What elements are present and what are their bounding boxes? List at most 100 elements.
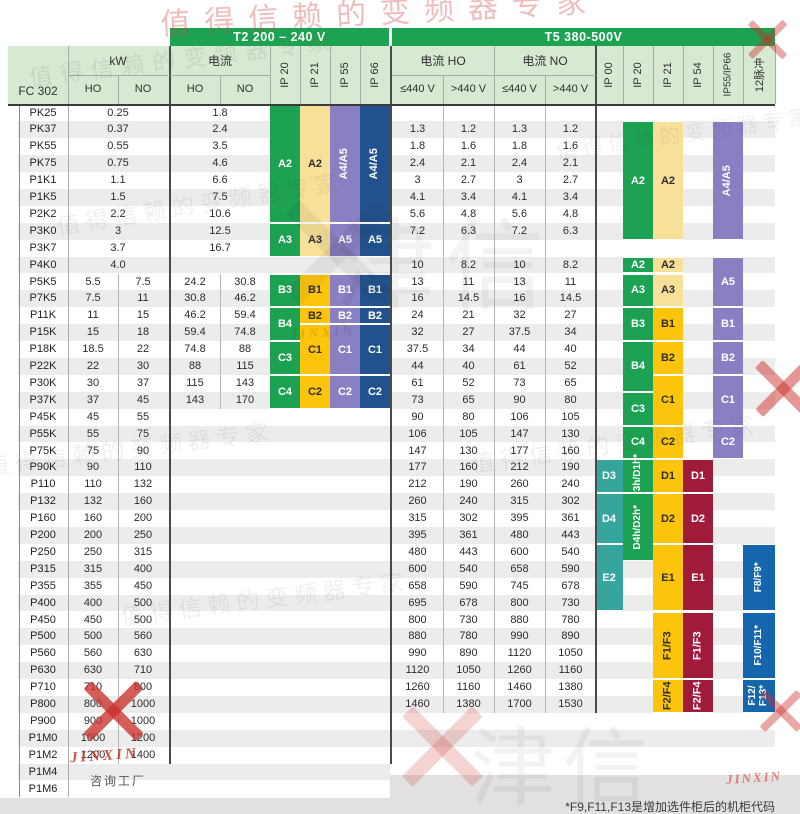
value-cell: 212 [510,461,529,474]
value-cell: 710 [133,664,153,677]
frame-size-cell-a2: A2 [623,256,653,274]
value-cell: 147 [510,427,529,440]
grid-line [118,273,119,764]
value-cell: 800 [83,698,103,710]
value-cell: 500 [133,596,153,609]
t5-ho-le440-header: ≤440 V [400,83,435,96]
grid-line [220,273,221,409]
table-row [18,324,775,342]
frame-size-label: C4 [630,436,646,449]
value-cell: 15 [136,309,150,322]
value-cell: 355 [83,579,103,592]
frame-size-cell-a4-a5: A4/A5 [330,104,360,223]
value-cell: 90 [136,444,150,457]
value-cell: 30 [136,360,150,372]
value-cell: 88 [188,360,202,372]
frame-size-label: C1 [660,394,676,407]
kw-group-header: kW [109,53,127,68]
grid-line [443,75,444,104]
value-cell: 6.3 [460,224,477,237]
frame-size-label: D2 [660,512,676,525]
value-cell: 2.1 [562,157,579,170]
value-cell: 395 [510,512,529,525]
value-cell: 90 [411,410,424,423]
value-cell: 24 [411,309,424,322]
value-cell: 34 [462,343,475,356]
frame-size-cell-a3: A3 [623,273,653,308]
frame-size-label: F1/F3 [661,630,674,660]
value-cell: 4.8 [460,207,477,220]
grid-line [18,104,20,798]
t2-ip20-header: IP 20 [279,62,291,88]
value-cell: 30 [86,376,100,389]
value-cell: 1.2 [562,123,579,136]
frame-size-label: B3 [277,284,293,297]
value-cell: 27 [462,326,475,339]
value-cell: 1.2 [460,123,477,136]
frame-size-label: A2 [277,157,293,170]
value-cell: 8.2 [460,258,477,271]
value-cell: 658 [408,579,427,592]
t2-ip55-header: IP 55 [339,62,351,88]
frame-size-label: B4 [277,318,293,331]
value-cell: 630 [83,664,103,677]
value-cell: 480 [510,529,529,541]
frame-size-cell-a3: A3 [270,222,300,257]
grid-line [443,104,444,713]
value-cell: 1400 [130,748,156,761]
kw-ho-header: HO [84,83,102,96]
grid-line [713,46,714,104]
value-cell: 61 [411,376,424,389]
grid-line [545,75,546,104]
frame-size-cell-b3: B3 [623,307,653,342]
value-cell: 1160 [558,664,583,677]
model-cell: PK55 [29,140,57,153]
table-row [18,763,390,781]
value-cell: 10 [411,258,424,271]
model-cell: P400 [30,596,56,609]
value-cell: 11 [87,309,99,322]
value-cell: 177 [510,444,529,457]
value-cell: 500 [83,630,103,643]
frame-size-cell-a5: A5 [713,256,743,308]
model-cell: P355 [30,579,56,592]
grid-line [683,46,684,104]
value-cell: 240 [459,495,478,508]
value-cell: 1200 [130,731,156,744]
grid-line [68,46,69,798]
frame-size-label: A5 [367,233,383,246]
value-cell: 24.2 [184,275,206,288]
grid-line [392,75,494,76]
value-cell: 5.6 [511,207,528,220]
table-row [18,290,775,308]
model-cell: P30K [29,376,57,389]
value-cell: 59.4 [234,309,256,322]
frame-size-cell-f12-f13-: F12/ F13* [743,679,775,713]
value-cell: 900 [83,714,103,727]
frame-size-label: A2 [630,174,646,187]
table-row [18,358,775,375]
value-cell: 18.5 [82,343,104,356]
value-cell: 250 [83,545,103,558]
frame-size-cell-c1: C1 [360,324,390,375]
frame-size-label: A3 [630,284,646,297]
value-cell: 37 [86,393,100,406]
table-row [18,459,775,477]
value-cell: 800 [510,596,529,609]
t5-no-le440-header: ≤440 V [502,83,537,96]
value-cell: 1.8 [212,106,228,119]
frame-size-cell-a2: A2 [653,121,683,240]
value-cell: 590 [561,562,580,575]
frame-size-label: D1 [690,470,706,483]
grid-line [169,46,171,764]
frame-size-cell-f10-f11-: F10/F11* [743,611,775,680]
frame-size-label: B2 [660,351,676,364]
frame-size-cell-c2: C2 [360,374,390,409]
t2-current-ho-header: HO [186,83,204,96]
value-cell: 160 [83,512,103,525]
frame-size-cell-b2: B2 [713,341,743,375]
t5-12pulse-header: 12脉冲 [754,57,766,92]
model-cell: P5K5 [29,275,57,288]
value-cell: 395 [408,529,427,541]
value-cell: 990 [510,630,529,643]
